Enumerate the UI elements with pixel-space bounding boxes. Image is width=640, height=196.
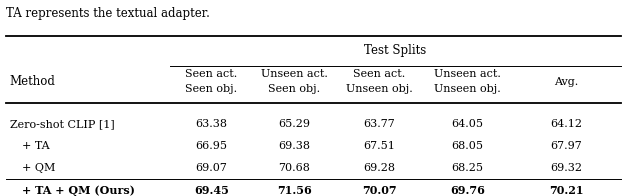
Text: 69.32: 69.32 [550, 163, 582, 173]
Text: Seen obj.: Seen obj. [185, 84, 237, 94]
Text: Seen obj.: Seen obj. [268, 84, 321, 94]
Text: 67.51: 67.51 [364, 141, 395, 151]
Text: 65.29: 65.29 [278, 119, 310, 129]
Text: Avg.: Avg. [554, 77, 579, 87]
Text: Unseen obj.: Unseen obj. [434, 84, 500, 94]
Text: 70.68: 70.68 [278, 163, 310, 173]
Text: + TA + QM (Ours): + TA + QM (Ours) [22, 185, 135, 196]
Text: + TA: + TA [22, 141, 50, 151]
Text: Unseen act.: Unseen act. [434, 69, 500, 79]
Text: 69.76: 69.76 [450, 185, 484, 196]
Text: 70.07: 70.07 [362, 185, 397, 196]
Text: Method: Method [10, 75, 56, 88]
Text: Test Splits: Test Splits [364, 44, 426, 57]
Text: 67.97: 67.97 [550, 141, 582, 151]
Text: Seen act.: Seen act. [353, 69, 405, 79]
Text: 69.38: 69.38 [278, 141, 310, 151]
Text: Seen act.: Seen act. [185, 69, 237, 79]
Text: 68.25: 68.25 [451, 163, 483, 173]
Text: 63.77: 63.77 [364, 119, 395, 129]
Text: 66.95: 66.95 [195, 141, 227, 151]
Text: 69.28: 69.28 [364, 163, 396, 173]
Text: Unseen act.: Unseen act. [261, 69, 328, 79]
Text: + QM: + QM [22, 163, 56, 173]
Text: 63.38: 63.38 [195, 119, 227, 129]
Text: 68.05: 68.05 [451, 141, 483, 151]
Text: TA represents the textual adapter.: TA represents the textual adapter. [6, 7, 211, 20]
Text: 64.12: 64.12 [550, 119, 582, 129]
Text: 64.05: 64.05 [451, 119, 483, 129]
Text: 69.07: 69.07 [195, 163, 227, 173]
Text: Unseen obj.: Unseen obj. [346, 84, 413, 94]
Text: 70.21: 70.21 [549, 185, 584, 196]
Text: 69.45: 69.45 [194, 185, 228, 196]
Text: 71.56: 71.56 [277, 185, 312, 196]
Text: Zero-shot CLIP [1]: Zero-shot CLIP [1] [10, 119, 115, 129]
